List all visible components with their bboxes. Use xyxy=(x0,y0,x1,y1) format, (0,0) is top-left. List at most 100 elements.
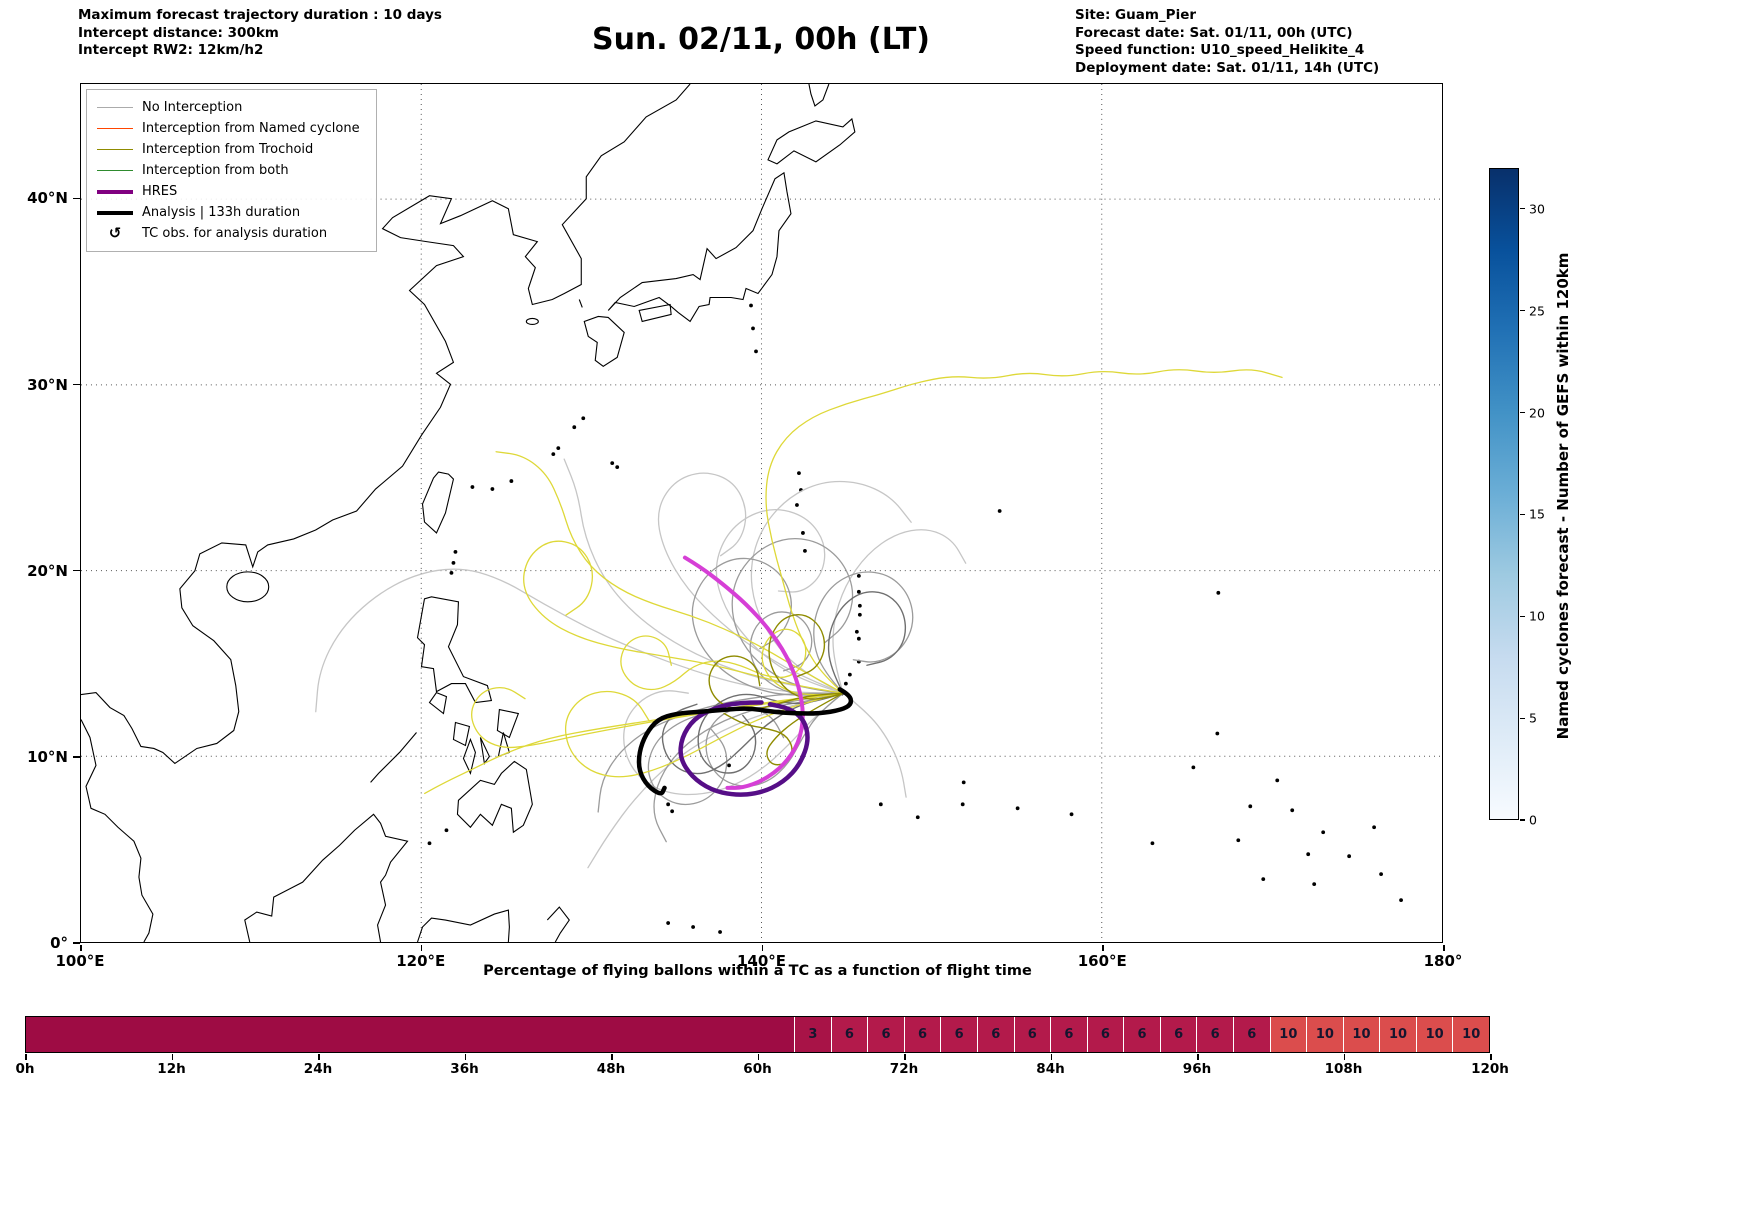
colorbar-tick-label: 0 xyxy=(1529,812,1537,828)
legend-line-swatch xyxy=(97,127,133,130)
trajectory-trochoid-olive xyxy=(708,655,844,711)
bottom-chart-title: Percentage of flying ballons within a TC… xyxy=(483,963,1032,979)
bar-segment-117h: 10 xyxy=(1452,1017,1489,1052)
trajectory-no-interception-light xyxy=(750,480,912,694)
bottom-axis-label: 36h xyxy=(450,1061,479,1077)
legend-label: Interception from both xyxy=(142,163,289,178)
colorbar-label: Named cyclones forecast - Number of GEFS… xyxy=(1554,252,1572,740)
legend-line xyxy=(97,106,133,109)
coastlines xyxy=(81,84,1403,942)
island-dot xyxy=(1015,806,1020,811)
y-axis-tick xyxy=(73,942,80,944)
island-dot xyxy=(666,921,671,925)
bottom-axis-label: 72h xyxy=(889,1061,919,1077)
tc-obs-icon: ↺ xyxy=(97,226,133,241)
island-dot xyxy=(1236,838,1241,843)
bar-segment-63h: 3 xyxy=(794,1017,831,1052)
map-config-line-1: Maximum forecast trajectory duration : 1… xyxy=(78,7,442,23)
bar-segment-114h: 10 xyxy=(1415,1017,1453,1052)
island-dot xyxy=(754,349,758,354)
island-dot xyxy=(1215,731,1220,736)
bottom-axis-label: 96h xyxy=(1182,1061,1212,1077)
colorbar-tick-label: 30 xyxy=(1529,201,1545,217)
bottom-axis-label: 108h xyxy=(1324,1061,1363,1077)
island-dot xyxy=(1248,804,1253,809)
trajectory-no-interception-light xyxy=(563,458,844,694)
flight-time-bar: 3 6 6 6 6 6 6 6 6 6 6 6 6 10 10 10 10 10 10 xyxy=(25,1016,1490,1053)
legend-line-swatch xyxy=(97,169,133,172)
island-dot xyxy=(878,802,883,807)
bar-segment-105h: 10 xyxy=(1306,1017,1343,1052)
island-dot xyxy=(1290,808,1295,813)
island-dot xyxy=(551,452,556,457)
legend-item-7: ↺ TC obs. for analysis duration xyxy=(97,223,360,244)
y-axis-tick xyxy=(73,383,80,386)
legend-line xyxy=(97,210,133,215)
bottom-axis-tick xyxy=(171,1053,173,1060)
x-axis-tick xyxy=(80,944,82,951)
map-grid xyxy=(81,84,1442,942)
page-title: Sun. 02/11, 00h (LT) xyxy=(591,22,931,57)
trajectory-no-interception-light xyxy=(315,568,844,713)
bottom-axis-tick xyxy=(1197,1053,1199,1060)
trajectory-no-interception-mid xyxy=(813,571,914,694)
island-dot xyxy=(1150,841,1155,846)
trajectory-no-interception-mid xyxy=(749,611,844,696)
island-dot xyxy=(856,636,861,641)
trajectory-trochoid-yellow xyxy=(523,540,844,694)
colorbar-tick xyxy=(1520,310,1525,312)
forecast-info-line-3: Speed function: U10_speed_Helikite_4 xyxy=(1075,42,1365,58)
trajectory-trochoid-yellow xyxy=(765,369,1283,694)
trajectory-trochoid-yellow xyxy=(495,451,844,694)
y-axis-tick xyxy=(73,756,80,758)
trajectory-hres-purple xyxy=(678,700,810,797)
legend-line-swatch xyxy=(97,189,133,194)
island-dot xyxy=(1312,882,1317,887)
island-dot xyxy=(854,629,859,634)
bar-segment-75h: 6 xyxy=(940,1017,977,1052)
x-axis-tick xyxy=(761,944,763,951)
forecast-info-line-1: Site: Guam_Pier xyxy=(1075,7,1197,23)
bar-segment-90h: 6 xyxy=(1123,1017,1160,1052)
colorbar xyxy=(1489,168,1519,820)
map-config-line-3: Intercept RW2: 12km/h2 xyxy=(78,42,264,58)
island-dot xyxy=(666,802,671,807)
island-dot xyxy=(997,509,1002,513)
legend-line-swatch xyxy=(97,148,133,151)
legend-label: Analysis | 133h duration xyxy=(142,205,301,220)
colorbar-tick xyxy=(1520,717,1525,719)
bar-segment-78h: 6 xyxy=(976,1017,1014,1052)
island-dot xyxy=(960,802,965,807)
island-dot xyxy=(509,479,514,483)
bottom-axis-tick xyxy=(1050,1053,1052,1060)
bar-segment-87h: 6 xyxy=(1086,1017,1124,1052)
x-axis-label: 100°E xyxy=(55,952,105,970)
bottom-axis-tick xyxy=(1343,1053,1345,1060)
island-dot xyxy=(610,461,615,466)
colorbar-tick xyxy=(1520,411,1525,414)
island-dot xyxy=(843,681,848,686)
legend-item-3: Interception from Trochoid xyxy=(97,139,360,160)
island-dot xyxy=(1191,765,1196,770)
trajectory-hres-magenta xyxy=(682,555,805,790)
x-axis-label: 180° xyxy=(1423,952,1463,970)
island-dot xyxy=(449,570,454,575)
bar-segment-99h: 6 xyxy=(1232,1017,1270,1052)
island-dot xyxy=(915,815,920,820)
bar-segment-108h: 10 xyxy=(1342,1017,1380,1052)
y-axis-label: 30°N xyxy=(27,375,68,394)
island-dot xyxy=(857,603,862,608)
island-dot xyxy=(727,763,731,768)
y-axis-label: 20°N xyxy=(27,561,68,580)
bottom-axis-label: 12h xyxy=(157,1061,186,1077)
legend-line xyxy=(97,148,133,151)
island-dot xyxy=(427,841,432,846)
trajectory-no-interception-mid xyxy=(731,538,854,694)
island-dot xyxy=(857,612,862,617)
x-axis-tick xyxy=(1102,944,1104,951)
bottom-axis-tick xyxy=(1490,1053,1492,1060)
trajectory-trochoid-yellow xyxy=(620,628,844,696)
y-axis-label: 10°N xyxy=(27,747,68,766)
island-dot xyxy=(1306,852,1311,857)
bar-segment-72h: 6 xyxy=(903,1017,941,1052)
